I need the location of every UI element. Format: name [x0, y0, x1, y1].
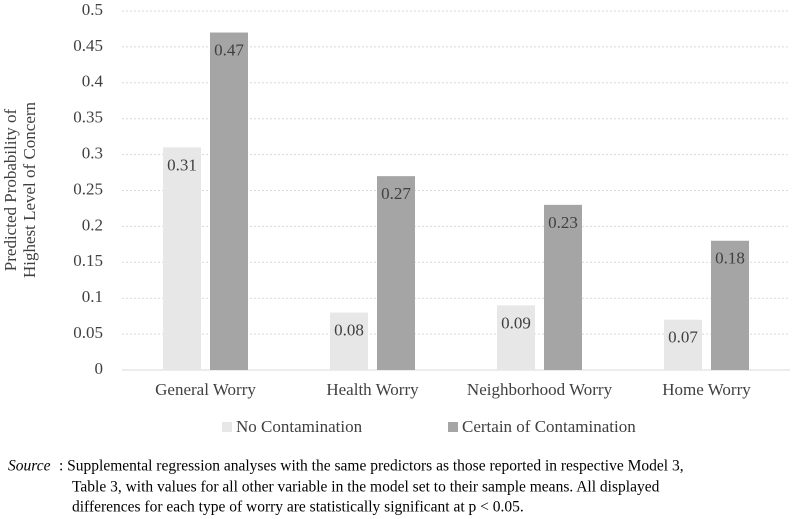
y-tick-label: 0 [95, 359, 104, 378]
source-note: Source : Supplemental regression analyse… [8, 458, 684, 516]
data-label: 0.18 [715, 249, 745, 268]
y-tick-label: 0.05 [73, 323, 103, 342]
x-tick-label: Health Worry [326, 380, 419, 399]
x-tick-label: Neighborhood Worry [467, 380, 613, 399]
note-line: Table 3, with values for all other varia… [72, 479, 660, 496]
note-label: Source [8, 458, 51, 475]
x-tick-label: Home Worry [662, 380, 751, 399]
data-label: 0.08 [334, 320, 364, 339]
x-tick-label: General Worry [155, 380, 256, 399]
note-line: : Supplemental regression analyses with … [59, 458, 684, 475]
bar [497, 305, 535, 370]
legend-swatch [222, 422, 232, 432]
legend-label: No Contamination [236, 417, 363, 436]
bar [544, 204, 582, 370]
y-axis-label: Highest Level of Concern [20, 101, 39, 278]
y-tick-label: 0.3 [82, 144, 103, 163]
data-label: 0.27 [381, 184, 411, 203]
data-label: 0.31 [167, 155, 197, 174]
legend-swatch [448, 422, 458, 432]
note-line: differences for each type of worry are s… [72, 499, 524, 516]
y-tick-label: 0.1 [82, 287, 103, 306]
y-tick-label: 0.5 [82, 0, 103, 19]
data-label: 0.07 [668, 328, 698, 347]
bar [210, 32, 248, 370]
y-tick-label: 0.45 [73, 36, 103, 55]
y-tick-label: 0.25 [73, 179, 103, 198]
y-axis-label: Predicted Probability of [1, 108, 20, 271]
y-tick-label: 0.35 [73, 108, 103, 127]
y-tick-label: 0.15 [73, 251, 103, 270]
bar [664, 319, 702, 370]
bar [163, 147, 201, 370]
y-tick-label: 0.2 [82, 215, 103, 234]
legend-label: Certain of Contamination [462, 417, 636, 436]
data-label: 0.47 [214, 40, 244, 59]
data-label: 0.23 [548, 213, 578, 232]
y-tick-label: 0.4 [82, 72, 104, 91]
bar [377, 176, 415, 370]
bar [330, 312, 368, 370]
bar [711, 240, 749, 370]
data-label: 0.09 [501, 313, 531, 332]
